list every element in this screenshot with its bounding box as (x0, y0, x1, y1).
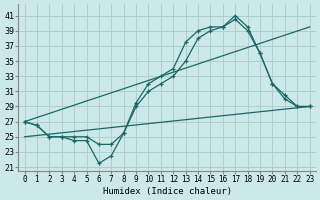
X-axis label: Humidex (Indice chaleur): Humidex (Indice chaleur) (103, 187, 232, 196)
